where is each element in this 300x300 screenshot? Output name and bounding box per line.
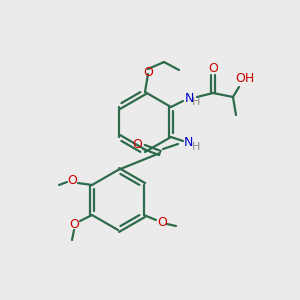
Text: O: O [143,65,153,79]
Text: O: O [69,218,79,232]
Text: O: O [132,139,142,152]
Text: O: O [67,175,77,188]
Text: N: N [184,92,194,106]
Text: O: O [157,217,167,230]
Text: O: O [208,61,218,74]
Text: H: H [192,142,200,152]
Text: OH: OH [236,73,255,85]
Text: N: N [183,136,193,149]
Text: H: H [192,97,200,107]
